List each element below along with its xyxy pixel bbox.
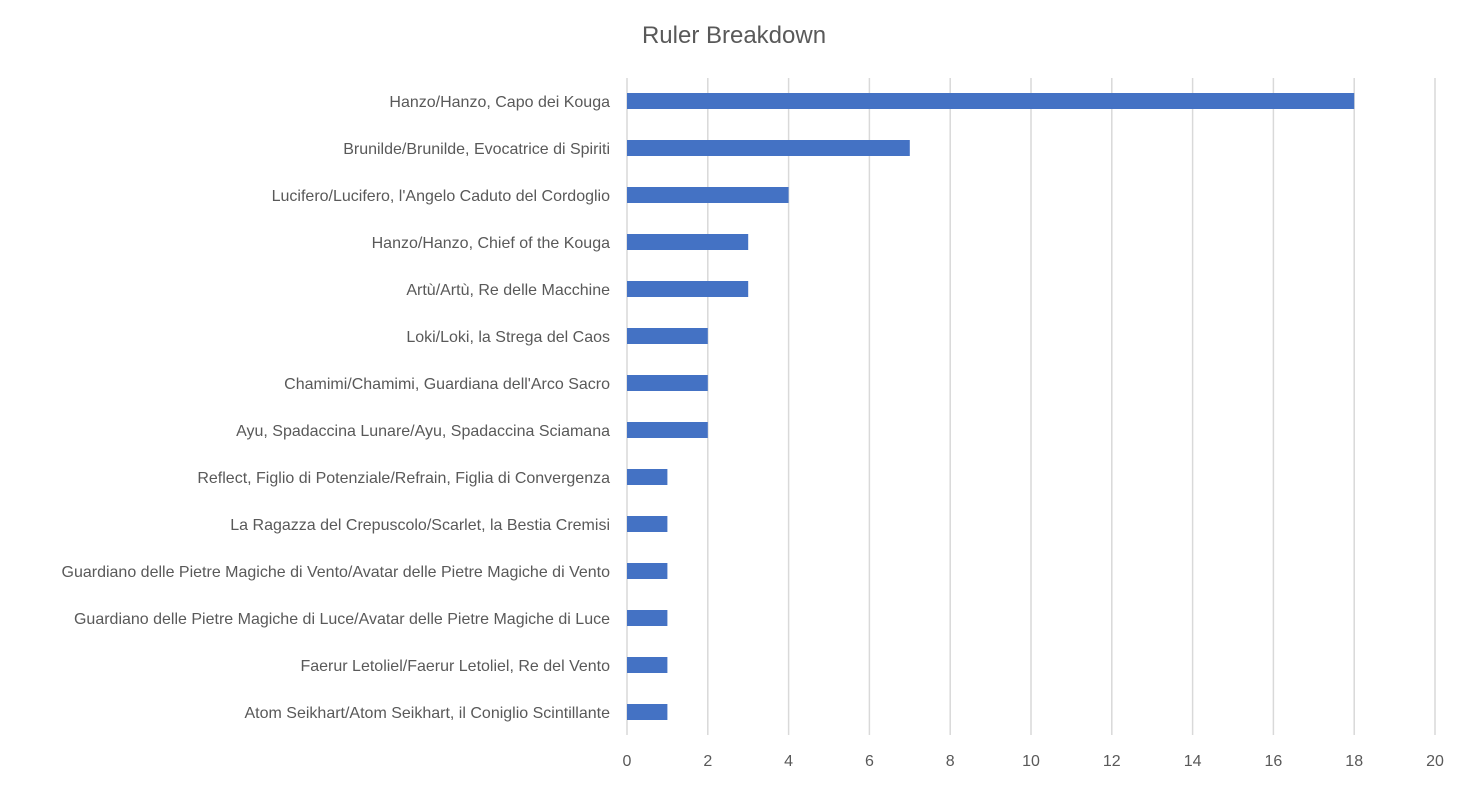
x-tick-label: 20 [1426,753,1444,770]
bar [627,234,749,250]
bar [627,328,708,344]
x-tick-label: 2 [703,753,712,770]
category-label: Reflect, Figlio di Potenziale/Refrain, F… [197,470,610,487]
category-label: Faerur Letoliel/Faerur Letoliel, Re del … [300,658,610,675]
bar [627,516,668,532]
category-label: La Ragazza del Crepuscolo/Scarlet, la Be… [230,517,610,534]
gridlines [626,78,1436,735]
bar [627,422,708,438]
category-labels: Hanzo/Hanzo, Capo dei Kouga Brunilde/Brun… [62,94,611,722]
category-label: Chamimi/Chamimi, Guardiana dell'Arco Sac… [284,376,610,393]
bar [627,469,668,485]
category-label: Ayu, Spadaccina Lunare/Ayu, Spadaccina S… [236,423,610,440]
category-label: Guardiano delle Pietre Magiche di Vento/… [62,564,611,581]
bar [627,93,1355,109]
bar [627,657,668,673]
x-tick-label: 6 [865,753,874,770]
x-tick-label: 18 [1345,753,1363,770]
bar [627,375,708,391]
category-label: Lucifero/Lucifero, l'Angelo Caduto del C… [272,188,610,205]
bar [627,140,910,156]
x-tick-label: 8 [946,753,955,770]
x-tick-label: 0 [623,753,632,770]
bar [627,563,668,579]
category-label: Loki/Loki, la Strega del Caos [406,329,610,346]
category-label: Hanzo/Hanzo, Chief of the Kouga [372,235,610,252]
x-tick-label: 14 [1184,753,1202,770]
x-tick-label: 16 [1265,753,1283,770]
x-tick-label: 4 [784,753,793,770]
x-tick-label: 10 [1022,753,1040,770]
bars [627,93,1355,720]
category-label: Hanzo/Hanzo, Capo dei Kouga [389,94,610,111]
bar [627,610,668,626]
category-label: Guardiano delle Pietre Magiche di Luce/A… [74,611,610,628]
bar [627,281,749,297]
bar [627,704,668,720]
x-axis-tick-labels: 0 2 4 6 8 10 12 14 16 18 20 [623,753,1444,770]
bar [627,187,789,203]
category-label: Artù/Artù, Re delle Macchine [406,282,610,299]
x-tick-label: 12 [1103,753,1121,770]
category-label: Atom Seikhart/Atom Seikhart, il Coniglio… [245,705,611,722]
chart-title: Ruler Breakdown [642,22,826,49]
category-label: Brunilde/Brunilde, Evocatrice di Spiriti [343,141,610,158]
